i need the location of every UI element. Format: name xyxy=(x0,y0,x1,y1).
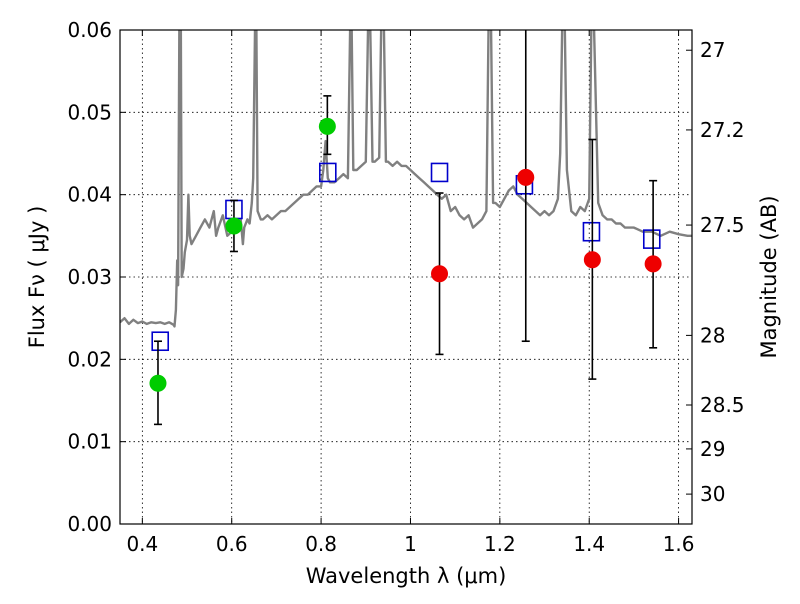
right-tick-label: 28 xyxy=(700,323,725,347)
observed-point xyxy=(431,265,449,283)
observed-point xyxy=(149,374,167,392)
model-photometry-square xyxy=(151,331,170,352)
x-tick-label: 0.8 xyxy=(305,532,337,556)
x-tick-label: 1.6 xyxy=(663,532,695,556)
model-photometry-square xyxy=(430,162,449,183)
right-tick-label: 27.2 xyxy=(700,118,745,142)
right-axis-label: Magnitude (AB) xyxy=(757,195,781,358)
right-tick-label: 27 xyxy=(700,38,725,62)
x-tick-label: 0.6 xyxy=(216,532,248,556)
model-photometry-square xyxy=(642,229,661,249)
observed-point xyxy=(583,251,601,269)
observed-point xyxy=(517,168,535,186)
observed-point xyxy=(225,217,243,235)
y-tick-label: 0.01 xyxy=(67,430,112,454)
right-tick-label: 28.5 xyxy=(700,393,745,417)
right-tick-label: 27.5 xyxy=(700,213,745,237)
y-axis-label: Flux Fν ( μJy ) xyxy=(25,206,49,349)
right-tick-label: 30 xyxy=(700,482,725,506)
model-photometry-square xyxy=(318,162,337,183)
x-tick-label: 1.2 xyxy=(484,532,516,556)
y-tick-label: 0.05 xyxy=(67,100,112,124)
x-axis-label: Wavelength λ (μm) xyxy=(306,564,507,588)
y-tick-label: 0.04 xyxy=(67,183,112,207)
marker-layer xyxy=(149,30,662,426)
y-tick-label: 0.00 xyxy=(67,512,112,536)
model-photometry-square xyxy=(582,221,601,242)
x-tick-label: 1.4 xyxy=(573,532,605,556)
y-tick-label: 0.06 xyxy=(67,18,112,42)
y-tick-label: 0.03 xyxy=(67,265,112,289)
observed-point xyxy=(644,255,662,273)
right-tick-label: 29 xyxy=(700,437,725,461)
x-tick-label: 1 xyxy=(404,532,417,556)
y-tick-label: 0.02 xyxy=(67,347,112,371)
observed-point xyxy=(318,117,336,135)
model-spectrum-line xyxy=(120,30,692,328)
axis-ticks: 0.4 0.6 0.8 1 1.2 1.4 1.6 0.00 0.01 0.02 0.03 0.04 0… xyxy=(67,18,744,556)
data-layer xyxy=(120,30,692,328)
x-tick-label: 0.4 xyxy=(126,532,158,556)
